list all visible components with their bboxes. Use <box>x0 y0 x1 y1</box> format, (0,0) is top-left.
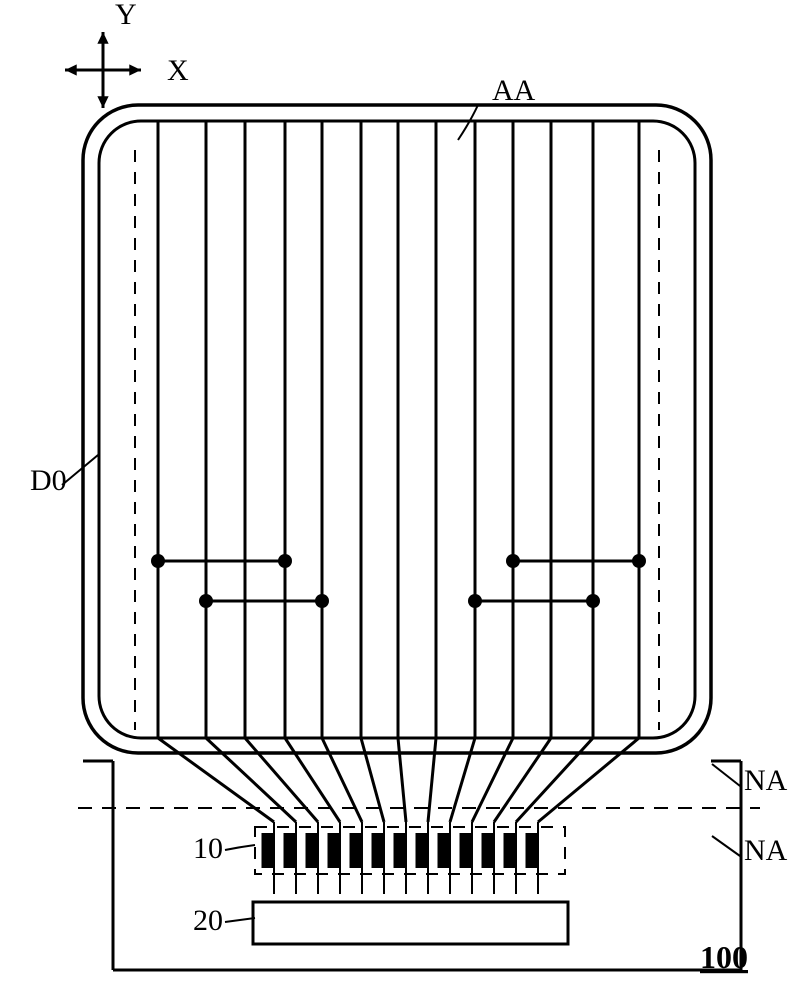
label-10: 10 <box>193 832 223 865</box>
label-d0: D0 <box>30 464 67 497</box>
label-na-1: NA <box>744 764 788 797</box>
label-20: 20 <box>193 904 223 937</box>
label-na-2: NA <box>744 834 788 867</box>
reference-number: 100 <box>700 939 748 975</box>
patent-diagram: XY AA D0 NA NA 10 20 100 <box>0 0 794 1000</box>
axis-x-label: X <box>167 54 189 87</box>
label-aa: AA <box>492 74 536 107</box>
axis-y-label: Y <box>115 0 137 31</box>
